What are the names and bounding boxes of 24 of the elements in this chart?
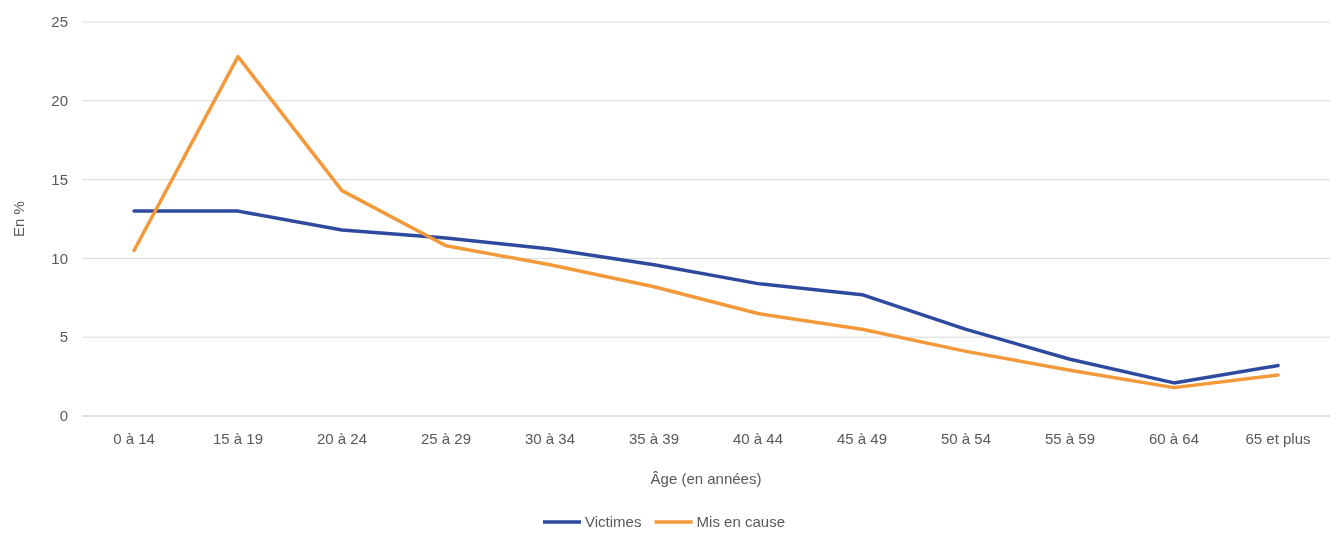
y-tick-label: 25 (51, 13, 68, 31)
x-tick-label: 40 à 44 (732, 430, 784, 447)
y-tick-label: 10 (51, 249, 68, 267)
line-series (132, 54, 1280, 390)
x-tick-label: 60 à 64 (1148, 430, 1200, 447)
y-tick-label: 20 (51, 92, 68, 110)
x-tick-label: 0 à 14 (113, 430, 155, 447)
y-tick-label: 15 (51, 170, 68, 188)
y-tick-label: 5 (59, 328, 68, 346)
x-tick-label: 35 à 39 (628, 430, 680, 447)
y-tick-label: 0 (59, 407, 68, 425)
x-tick-label: 65 et plus (1245, 430, 1311, 447)
x-tick-label: 50 à 54 (940, 430, 992, 447)
x-tick-label: 15 à 19 (212, 430, 264, 447)
legend-label: Victimes (585, 513, 642, 531)
y-axis-title: En % (10, 201, 27, 237)
x-tick-label: 45 à 49 (836, 430, 888, 447)
line-series (132, 209, 1280, 385)
x-axis-title: Âge (en années) (650, 470, 762, 487)
x-tick-label: 55 à 59 (1044, 430, 1096, 447)
legend-label: Mis en cause (696, 513, 785, 531)
x-tick-label: 20 à 24 (316, 430, 368, 447)
x-tick-label: 30 à 34 (524, 430, 576, 447)
x-tick-label: 25 à 29 (420, 430, 472, 447)
